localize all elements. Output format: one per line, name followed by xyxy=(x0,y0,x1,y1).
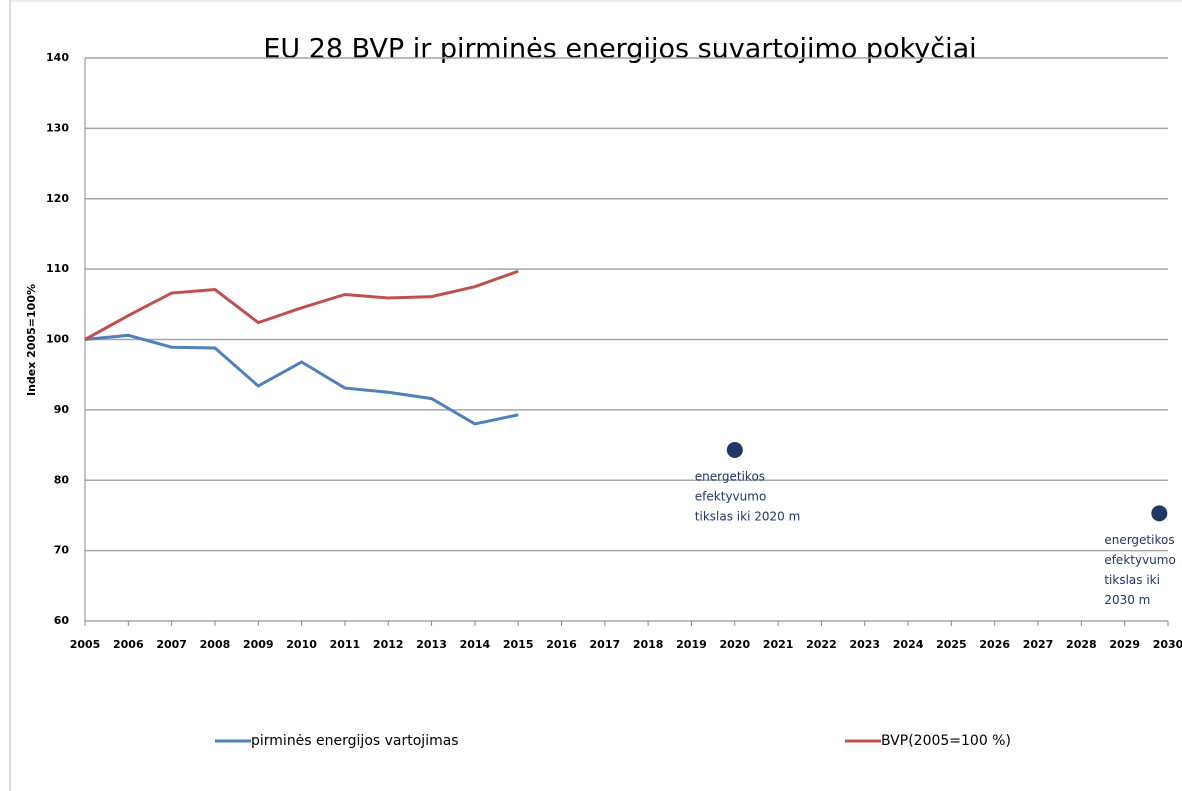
x-tick-label: 2021 xyxy=(763,638,794,651)
x-tick-label: 2013 xyxy=(416,638,447,651)
x-tick-label: 2025 xyxy=(936,638,967,651)
annotation: tikslas iki 2020 m xyxy=(695,509,800,523)
y-tick-label: 90 xyxy=(54,403,70,416)
x-tick-label: 2006 xyxy=(113,638,144,651)
x-tick-label: 2010 xyxy=(286,638,317,651)
x-tick-label: 2024 xyxy=(893,638,924,651)
x-tick-label: 2026 xyxy=(979,638,1010,651)
x-tick-label: 2017 xyxy=(590,638,621,651)
y-tick-label: 110 xyxy=(46,262,69,275)
x-tick-label: 2019 xyxy=(676,638,707,651)
series-line xyxy=(84,333,519,426)
target-point xyxy=(726,441,743,458)
legend-label: BVP(2005=100 %) xyxy=(881,733,1011,749)
y-tick-label: 80 xyxy=(54,473,70,486)
series-line xyxy=(84,269,519,341)
x-tick-label: 2011 xyxy=(330,638,361,651)
target-point xyxy=(1151,505,1168,522)
x-tick-label: 2007 xyxy=(156,638,187,651)
annotation: tikslas iki xyxy=(1104,573,1160,587)
x-tick-label: 2029 xyxy=(1109,638,1140,651)
y-tick-label: 120 xyxy=(46,192,69,205)
x-tick-label: 2030 xyxy=(1153,638,1182,651)
y-axis-label: Index 2005=100% xyxy=(25,284,38,396)
x-tick-label: 2008 xyxy=(200,638,231,651)
y-tick-label: 70 xyxy=(54,544,70,557)
x-tick-label: 2015 xyxy=(503,638,534,651)
y-tick-label: 60 xyxy=(54,614,70,627)
x-tick-label: 2028 xyxy=(1066,638,1097,651)
annotation: energetikos xyxy=(1104,533,1174,547)
x-tick-label: 2016 xyxy=(546,638,577,651)
y-tick-label: 130 xyxy=(46,121,69,134)
x-tick-label: 2014 xyxy=(460,638,491,651)
y-tick-label: 140 xyxy=(46,51,69,64)
x-tick-label: 2005 xyxy=(70,638,101,651)
chart-title: EU 28 BVP ir pirminės energijos suvartoj… xyxy=(263,34,976,65)
annotation: efektyvumo xyxy=(695,489,766,503)
x-tick-label: 2009 xyxy=(243,638,274,651)
x-tick-label: 2022 xyxy=(806,638,837,651)
x-tick-label: 2012 xyxy=(373,638,404,651)
x-tick-label: 2027 xyxy=(1023,638,1054,651)
annotation: efektyvumo xyxy=(1104,553,1175,567)
legend-label: pirminės energijos vartojimas xyxy=(251,733,459,749)
x-tick-label: 2020 xyxy=(719,638,750,651)
x-tick-label: 2023 xyxy=(849,638,880,651)
y-tick-label: 100 xyxy=(46,333,69,346)
annotation: energetikos xyxy=(695,469,765,483)
annotation: 2030 m xyxy=(1104,593,1150,607)
x-tick-label: 2018 xyxy=(633,638,664,651)
